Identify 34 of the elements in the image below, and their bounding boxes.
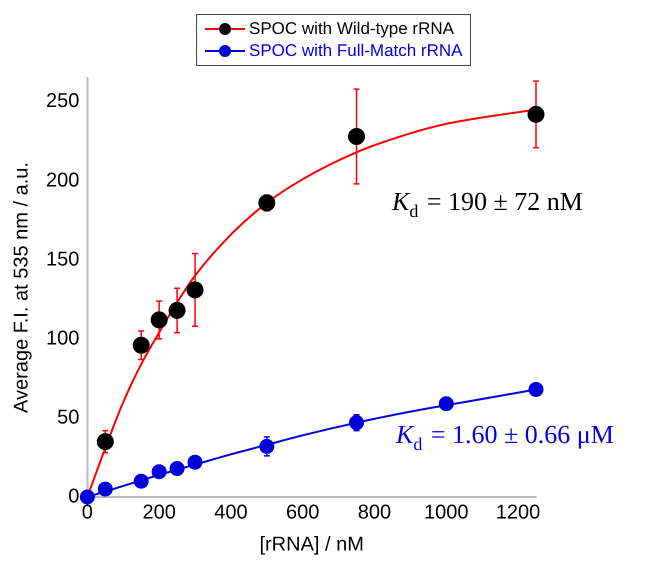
point	[258, 194, 276, 212]
point	[188, 454, 203, 470]
x-tick-label: 200	[142, 502, 176, 524]
point	[259, 438, 274, 454]
y-tick-label: 250	[46, 90, 80, 112]
point	[170, 461, 185, 476]
point	[98, 482, 113, 497]
x-tick-label: 1000	[424, 502, 469, 524]
point	[528, 382, 544, 397]
x-axis-title: [rRNA] / nM	[259, 534, 364, 556]
x-tick-label: 400	[214, 502, 248, 524]
point	[152, 464, 167, 480]
x-tick-label: 600	[286, 502, 320, 524]
point	[134, 474, 149, 489]
y-tick-label: 0	[68, 486, 80, 508]
point	[132, 336, 150, 354]
point	[348, 128, 366, 145]
point	[528, 106, 544, 123]
legend-label: SPOC with Wild-type rRNA	[249, 19, 454, 39]
point	[438, 396, 454, 412]
y-tick-label: 100	[46, 327, 80, 350]
y-axis-title: Average F.I. at 535 nm / a.u.	[10, 162, 33, 413]
point	[150, 311, 168, 328]
x-tick-label: 800	[358, 502, 392, 524]
point	[168, 302, 186, 319]
point	[80, 490, 95, 504]
point	[186, 281, 204, 298]
y-tick-label: 150	[46, 248, 80, 270]
legend-label: SPOC with Full-Match rRNA	[249, 41, 462, 61]
y-tick-label: 200	[46, 169, 80, 192]
point	[349, 415, 364, 430]
point	[96, 433, 114, 450]
y-tick-label: 50	[57, 406, 80, 428]
x-tick-label: 1200	[496, 502, 540, 524]
